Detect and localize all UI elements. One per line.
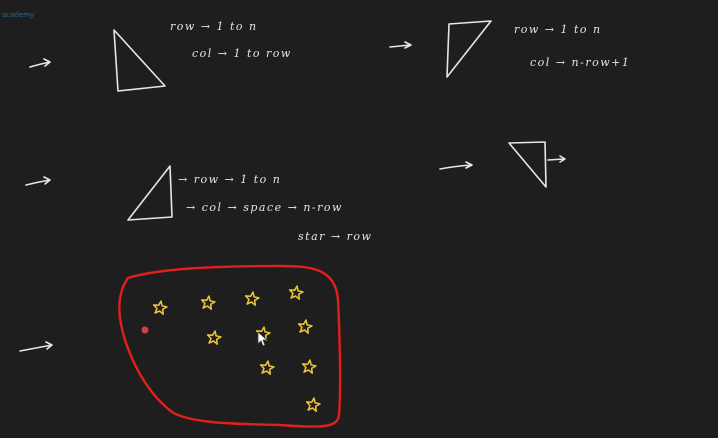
arrow-icon [389, 41, 412, 49]
right-aligned-triangle [127, 165, 173, 221]
arrow-icon [19, 341, 53, 352]
note-block2-line2: col → n-row+1 [530, 56, 630, 69]
arrow-icon [25, 176, 51, 186]
laser-pointer-dot [141, 326, 149, 334]
star-icon [301, 359, 317, 374]
arrow-icon [29, 58, 51, 68]
inverted-triangle [446, 20, 492, 78]
arrow-icon [547, 155, 566, 163]
note-block3-line2: → col → space → n-row [186, 201, 343, 214]
brand-watermark: academy [2, 11, 35, 19]
inverted-right-triangle [508, 141, 547, 188]
star-icon [244, 291, 260, 306]
star-icon [200, 295, 216, 310]
left-aligned-triangle [113, 29, 166, 92]
note-block1-line2: col → 1 to row [192, 47, 292, 60]
note-block3-line3: star → row [298, 230, 372, 243]
star-pattern [152, 285, 321, 412]
selection-lasso[interactable] [118, 264, 342, 428]
star-icon [297, 319, 313, 334]
note-block2-line1: row → 1 to n [514, 23, 602, 36]
star-icon [259, 360, 275, 375]
mouse-pointer-icon [257, 331, 268, 347]
arrow-icon [439, 161, 473, 170]
note-block3-line1: → row → 1 to n [178, 173, 281, 186]
star-icon [288, 285, 304, 300]
star-icon [206, 330, 222, 345]
star-icon [305, 397, 321, 412]
note-block1-line1: row → 1 to n [170, 20, 258, 33]
star-icon [152, 300, 168, 315]
